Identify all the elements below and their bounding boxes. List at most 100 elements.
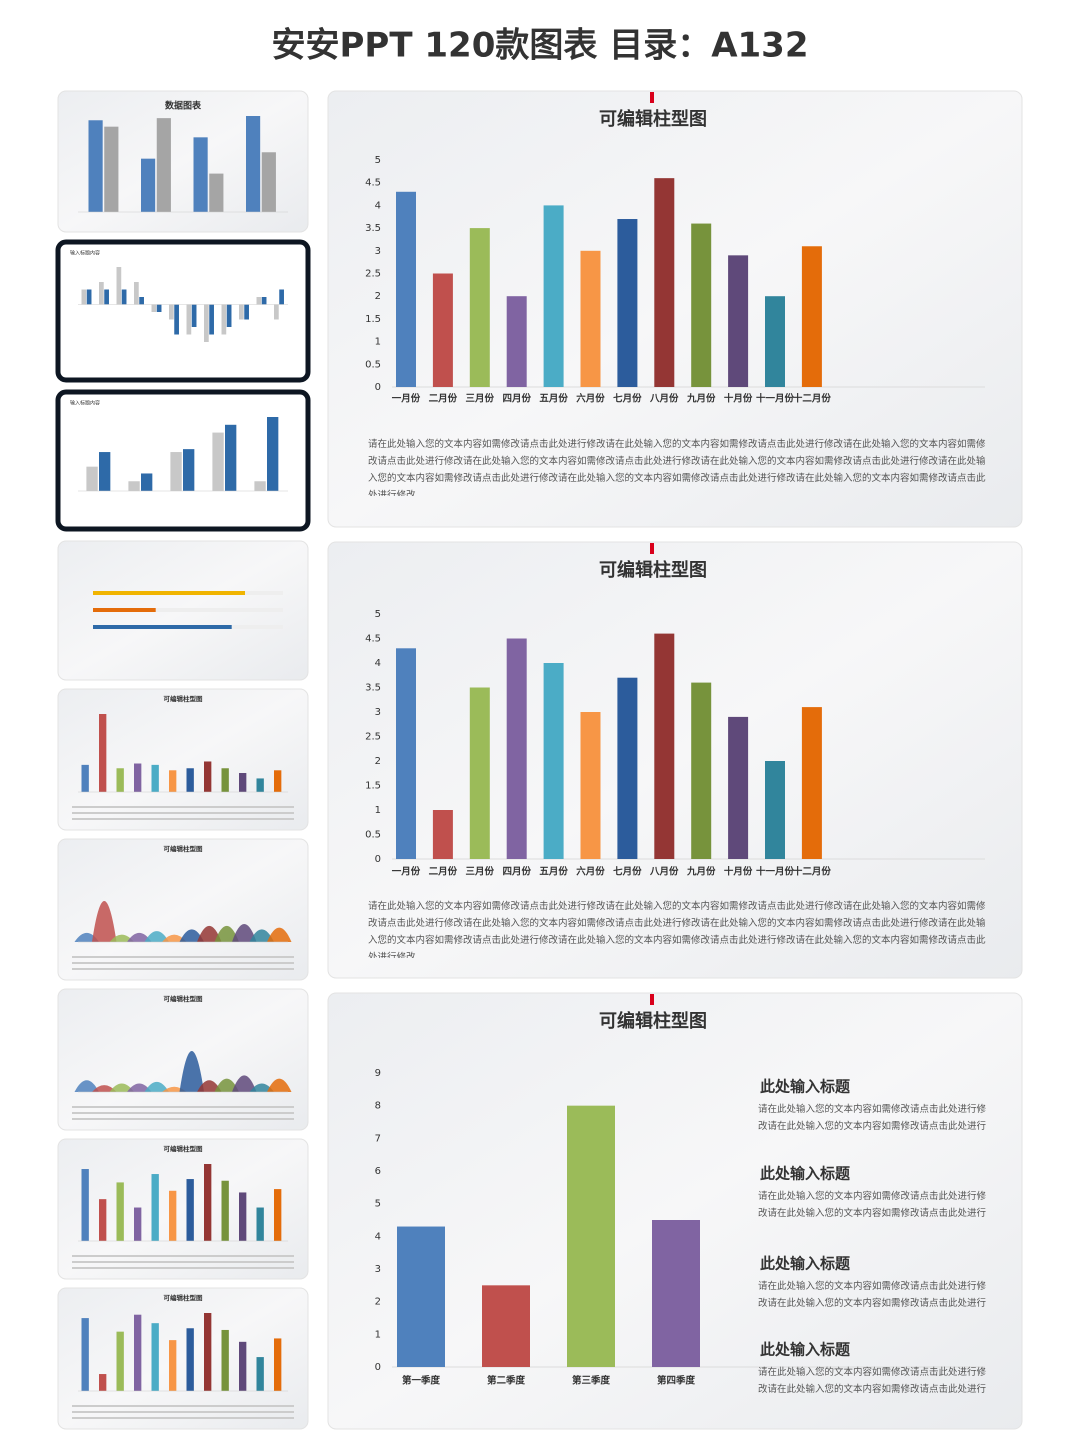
mini-bar xyxy=(274,304,279,320)
x-tick-label: 十月份 xyxy=(724,866,753,878)
mini-bar xyxy=(151,764,159,792)
mini-bar xyxy=(204,304,209,342)
bar xyxy=(801,246,822,387)
mini-bar xyxy=(151,1174,159,1241)
peak xyxy=(127,932,152,942)
mini-bar xyxy=(261,297,267,305)
x-tick-label: 六月份 xyxy=(576,866,605,878)
bar xyxy=(617,677,638,859)
peak xyxy=(267,1078,292,1092)
mini-bar xyxy=(212,432,224,491)
x-tick-label: 二月份 xyxy=(429,393,458,405)
y-tick-label: 1.5 xyxy=(365,314,381,325)
side-heading: 此处输入标题 xyxy=(760,1165,851,1183)
mini-bar xyxy=(99,282,104,305)
mini-bar xyxy=(186,1328,194,1391)
mini-bar xyxy=(169,1340,177,1391)
y-tick-label: 0.5 xyxy=(365,830,381,841)
mini-bar xyxy=(104,126,119,212)
mini-bar xyxy=(183,449,195,491)
mini-bar xyxy=(139,297,144,305)
side-body-box: 请在此处输入您的文本内容如需修改请点击此处进行修改请在此处输入您的文本内容如需修… xyxy=(758,1367,986,1395)
y-tick-label: 3.5 xyxy=(365,683,381,694)
bar xyxy=(765,296,785,387)
bar xyxy=(432,810,453,859)
y-tick-label: 2 xyxy=(375,1297,381,1308)
peak xyxy=(127,1083,152,1092)
thumb-title: 可编辑柱型图 xyxy=(164,844,204,853)
mini-bar xyxy=(256,1207,264,1241)
mini-bar xyxy=(151,1323,159,1391)
x-tick-label: 第四季度 xyxy=(657,1375,696,1387)
mini-bar xyxy=(246,116,261,212)
bar xyxy=(506,638,527,859)
slide-panel xyxy=(327,541,1023,979)
mini-bar xyxy=(86,466,98,491)
y-tick-label: 0.5 xyxy=(365,359,381,370)
mini-bar xyxy=(128,481,140,491)
text-placeholder xyxy=(72,1267,294,1269)
mini-bar xyxy=(193,137,208,212)
text-placeholder xyxy=(72,806,294,808)
y-tick-label: 1 xyxy=(375,337,381,348)
bar xyxy=(397,1226,445,1367)
mini-bar xyxy=(170,452,182,491)
mini-bar xyxy=(81,1318,89,1391)
mini-bar xyxy=(221,304,227,335)
thumb-title: 可编辑柱型图 xyxy=(164,994,204,1003)
x-tick-label: 十月份 xyxy=(724,393,753,405)
mini-bar xyxy=(191,304,197,327)
text-placeholder xyxy=(72,968,294,970)
bar xyxy=(801,707,822,859)
bar xyxy=(691,682,712,859)
bar xyxy=(567,1105,615,1367)
mini-bar xyxy=(204,761,212,792)
peak xyxy=(232,924,257,942)
y-tick-label: 1.5 xyxy=(365,781,381,792)
side-body: 请在此处输入您的文本内容如需修改请点击此处进行修改请在此处输入您的文本内容如需修… xyxy=(758,1104,987,1132)
y-tick-label: 2 xyxy=(375,756,381,767)
mini-bar xyxy=(169,770,177,792)
side-heading: 此处输入标题 xyxy=(760,1341,851,1359)
text-placeholder xyxy=(72,956,294,958)
y-tick-label: 3 xyxy=(375,246,381,257)
mini-bar xyxy=(221,1180,229,1241)
mini-bar xyxy=(226,304,232,327)
mini-bar xyxy=(81,289,87,305)
x-tick-label: 第三季度 xyxy=(572,1375,611,1387)
mini-bar xyxy=(256,1357,264,1391)
mini-bar xyxy=(121,289,127,305)
peak xyxy=(267,927,292,942)
text-placeholder xyxy=(72,962,294,964)
mini-bar xyxy=(169,304,174,320)
bar xyxy=(654,178,675,387)
bar xyxy=(469,687,490,859)
mini-bar xyxy=(99,1199,107,1241)
mini-bar xyxy=(99,1374,107,1391)
bar xyxy=(654,633,675,859)
title-accent xyxy=(650,543,654,554)
text-placeholder xyxy=(72,818,294,820)
peak xyxy=(74,1080,99,1092)
mini-bar xyxy=(209,173,224,212)
x-tick-label: 二月份 xyxy=(429,866,458,878)
x-tick-label: 四月份 xyxy=(502,866,531,878)
bar xyxy=(580,712,601,859)
body-text: 请在此处输入您的文本内容如需修改请点击此处进行修改请在此处输入您的文本内容如需修… xyxy=(368,901,986,958)
thumb-title: 输入标题内容 xyxy=(70,250,100,257)
mini-bar xyxy=(256,297,262,305)
bar xyxy=(580,250,601,387)
body-text-box: 请在此处输入您的文本内容如需修改请点击此处进行修改请在此处输入您的文本内容如需修… xyxy=(368,439,986,496)
x-tick-label: 六月份 xyxy=(576,393,605,405)
mini-bar xyxy=(81,764,89,792)
y-tick-label: 6 xyxy=(375,1166,381,1177)
mini-bar xyxy=(151,304,157,312)
mini-bar xyxy=(274,1189,282,1241)
body-text-box: 请在此处输入您的文本内容如需修改请点击此处进行修改请在此处输入您的文本内容如需修… xyxy=(368,901,986,958)
progress-track xyxy=(93,608,283,612)
bar xyxy=(396,191,416,387)
x-tick-label: 九月份 xyxy=(686,393,716,405)
mini-bar xyxy=(134,1314,142,1391)
